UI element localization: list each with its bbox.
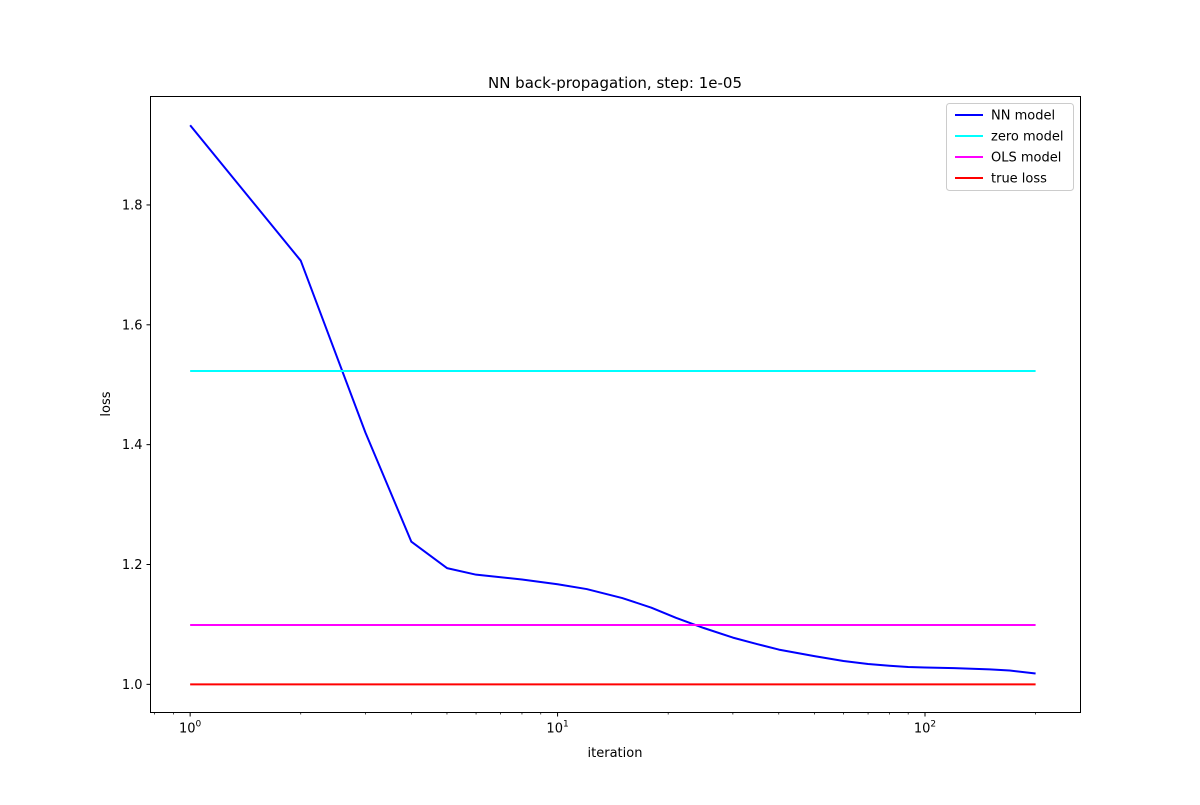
legend-label-true-loss: true loss <box>991 172 1047 187</box>
x-tick-label: 100 <box>179 720 202 737</box>
x-axis-label: iteration <box>588 746 643 761</box>
legend-label-ols-model: OLS model <box>991 151 1061 166</box>
legend-entries: NN model zero model OLS model true loss <box>955 109 1063 187</box>
y-axis: 1.0 1.2 1.4 1.6 1.8 <box>122 198 151 693</box>
legend-box <box>946 103 1074 191</box>
y-tick-label: 1.8 <box>122 198 143 213</box>
chart-title: NN back-propagation, step: 1e-05 <box>488 74 742 92</box>
legend: NN model zero model OLS model true loss <box>946 103 1074 191</box>
y-tick-label: 1.2 <box>122 558 143 573</box>
legend-label-nn-model: NN model <box>991 109 1055 124</box>
y-tick-label: 1.4 <box>122 438 143 453</box>
x-axis: 100 101 102 <box>154 712 1036 737</box>
y-tick-label: 1.0 <box>122 678 143 693</box>
x-tick-label: 101 <box>546 720 568 737</box>
legend-label-zero-model: zero model <box>991 130 1063 145</box>
series-line-nn-model <box>189 124 1036 675</box>
y-axis-label: loss <box>99 391 114 416</box>
x-tick-label: 102 <box>914 720 936 737</box>
y-tick-label: 1.6 <box>122 318 143 333</box>
plot-area <box>189 124 1036 686</box>
plot-frame <box>150 96 1081 713</box>
